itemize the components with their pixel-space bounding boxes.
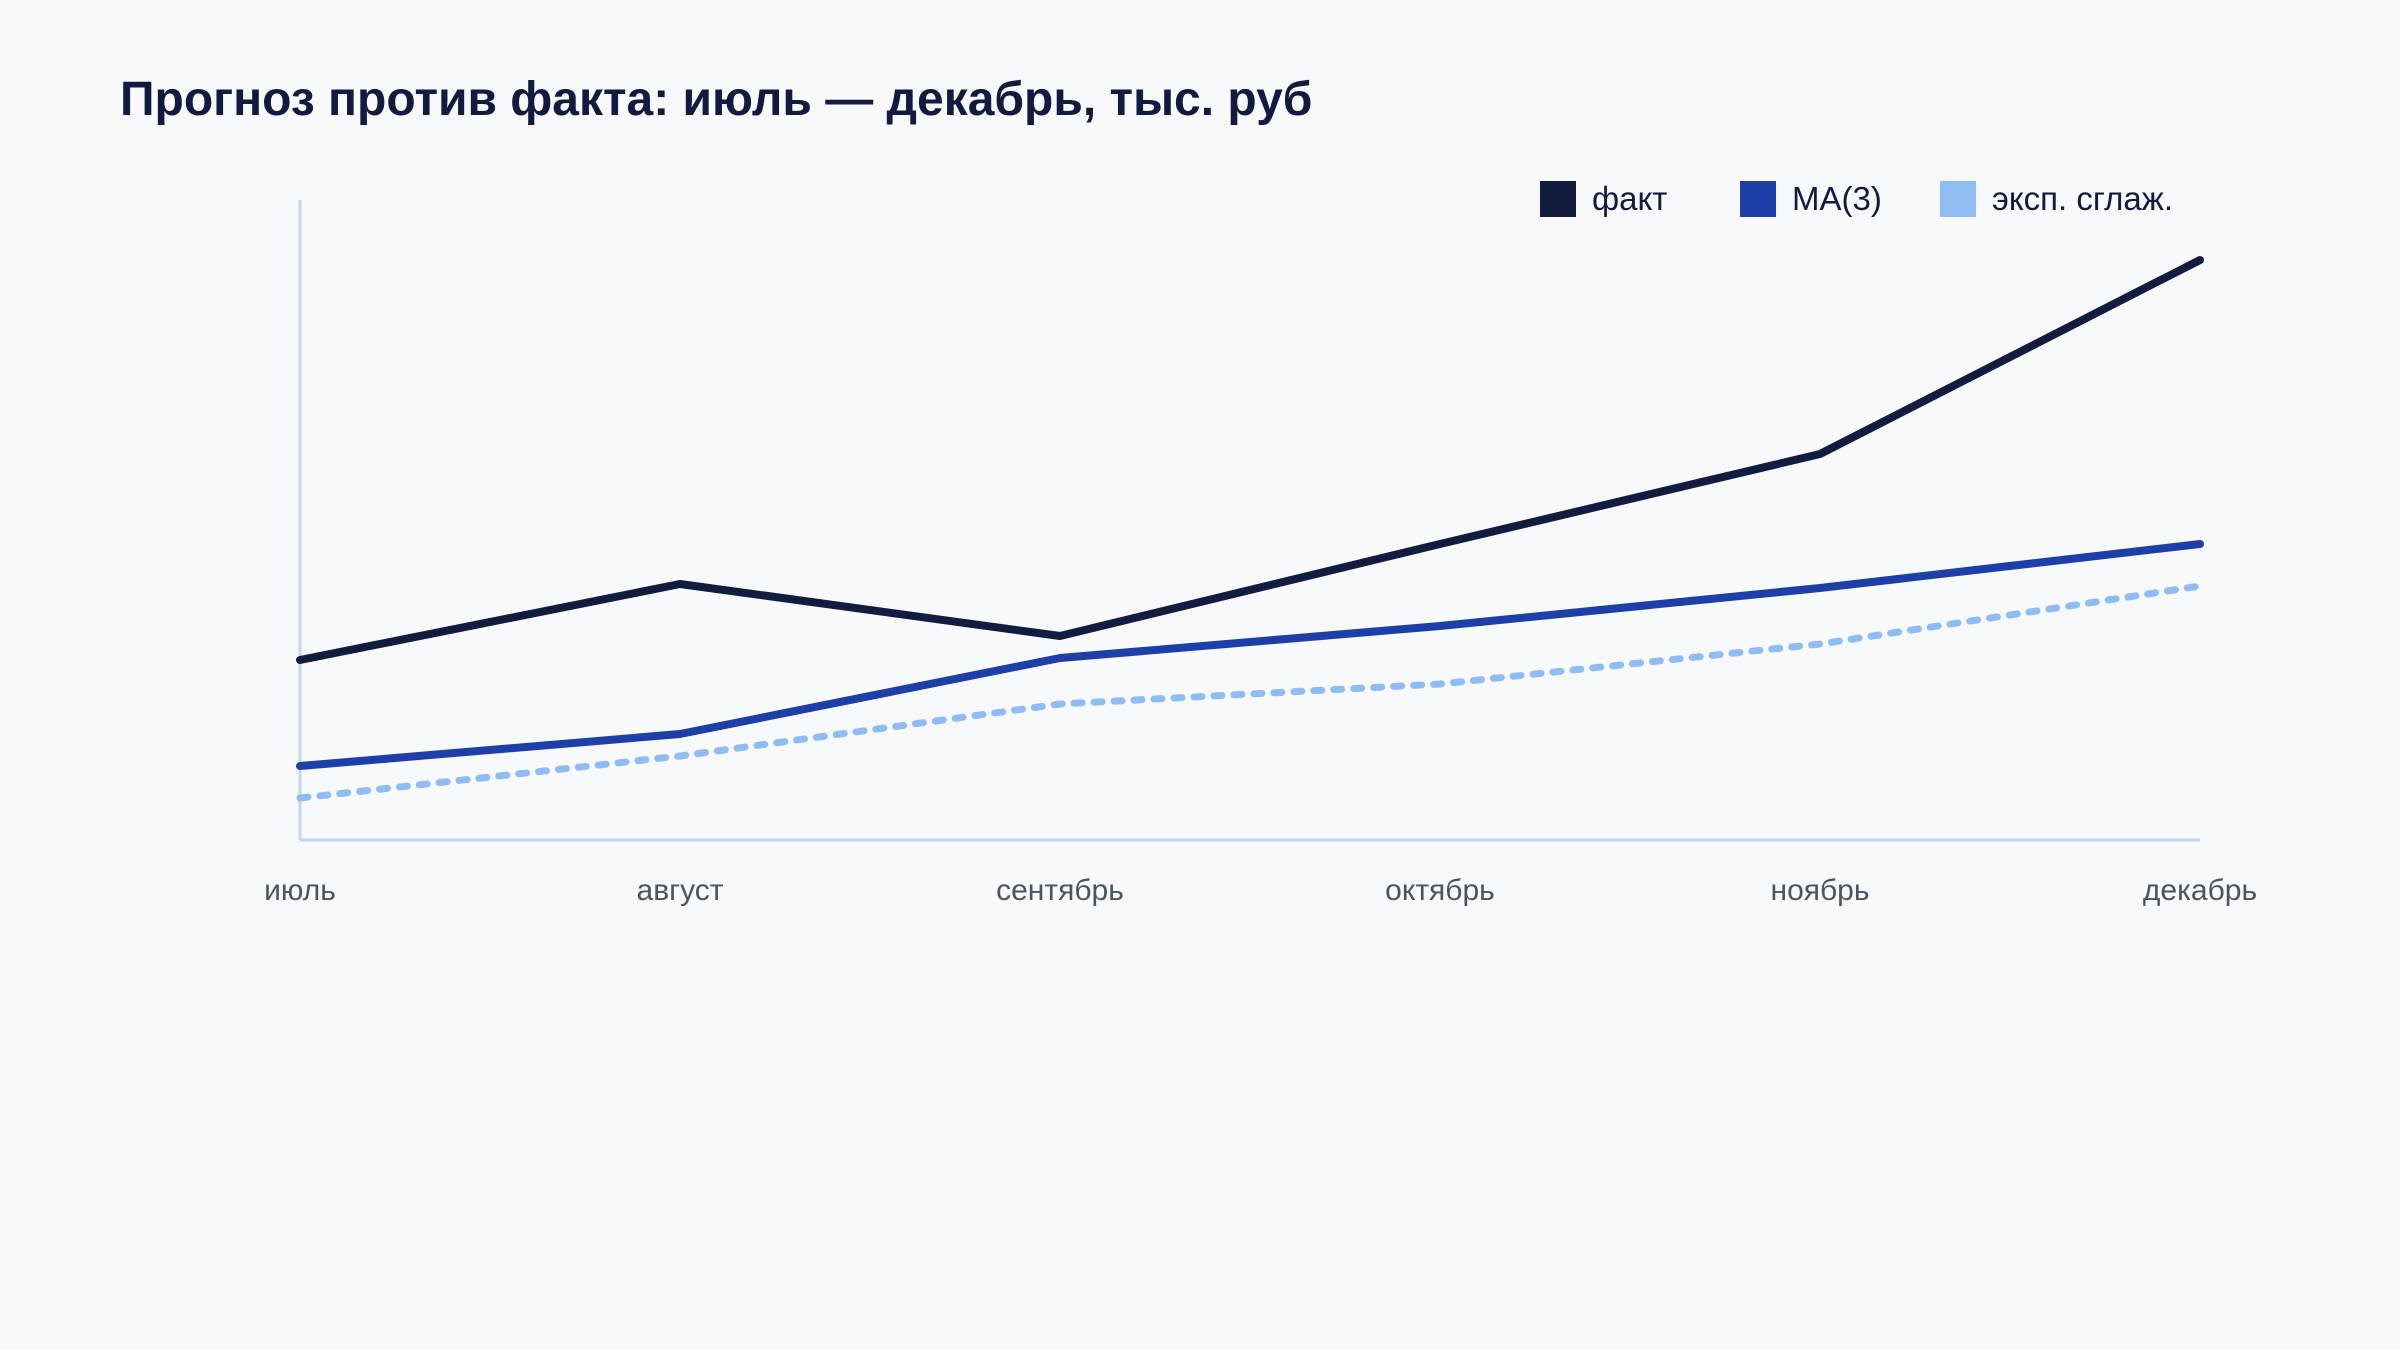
series-line-1 [296,540,2204,770]
x-tick-label: сентябрь [996,874,1124,907]
legend-label-2: эксп. сглаж. [1992,180,2173,217]
x-tick-label: декабрь [2143,874,2257,907]
x-tick-label: ноябрь [1771,874,1870,907]
x-tick-labels: июль август сентябрь октябрь ноябрь декабрь [264,874,2257,907]
series-line-0 [296,256,2204,664]
legend-swatch-1 [1740,181,1776,217]
x-tick-label: октябрь [1385,874,1495,907]
legend-swatch-2 [1940,181,1976,217]
legend-label-0: факт [1592,180,1667,217]
series-line-2 [296,582,2204,802]
legend-swatch-0 [1540,181,1576,217]
series-layer [296,256,2204,802]
legend: факт MA(3) эксп. сглаж. [1540,180,2173,217]
x-tick-label: август [637,874,724,907]
chart-title: Прогноз против факта: июль — декабрь, ты… [120,73,1313,126]
x-tick-label: июль [264,874,336,907]
legend-label-1: MA(3) [1792,180,1882,217]
